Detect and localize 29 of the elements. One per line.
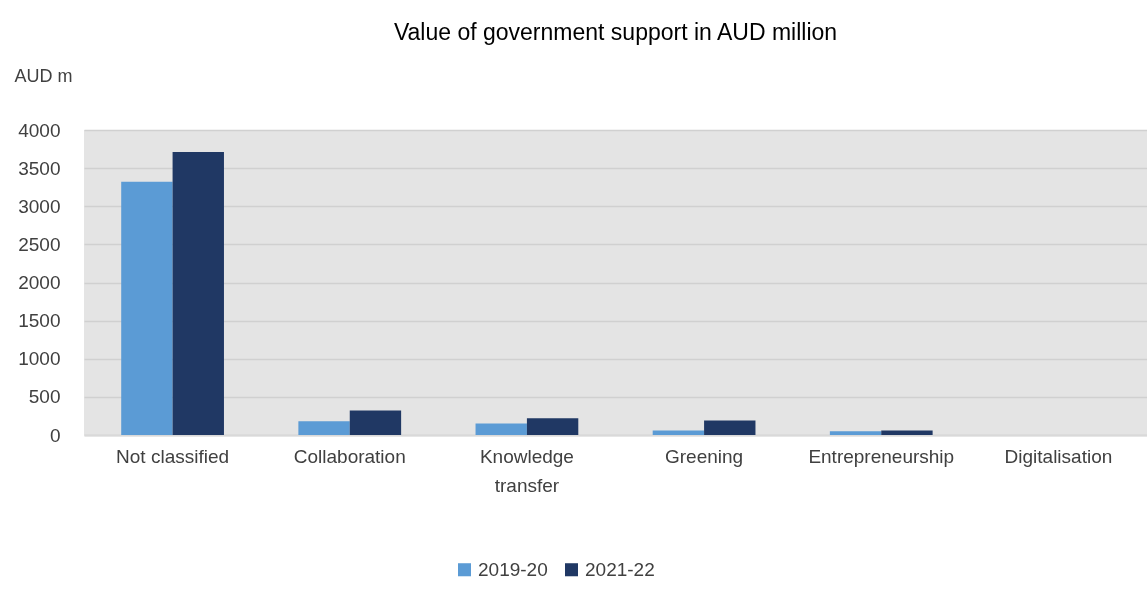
bar [881,430,933,435]
y-tick-label: 2500 [18,233,61,255]
y-tick-label: 1500 [18,310,61,332]
y-axis-title: AUD m [14,65,73,86]
chart-title: Value of government support in AUD million [393,19,838,45]
x-tick-label: Entrepreneurship [808,445,955,467]
y-tick-label: 500 [28,386,61,408]
y-tick-label: 0 [49,424,61,446]
bar [172,152,224,435]
bar [349,410,402,435]
x-tick-label: Knowledge transfer [479,445,574,496]
bar [298,421,350,435]
legend-label: 2019-20 [478,558,548,580]
bar [475,423,527,435]
x-tick-label: Collaboration [293,445,406,467]
bar [704,420,756,435]
y-tick-label: 3500 [18,157,61,179]
y-tick-label: 2000 [18,272,61,293]
bar [829,431,882,435]
x-tick-label: Greening [665,445,744,467]
legend-label: 2021-22 [585,558,655,580]
y-tick-label: 1000 [18,348,61,370]
bar [121,181,173,435]
bar [526,418,579,435]
bar [652,430,705,435]
y-tick-label: 3000 [18,195,61,217]
y-tick-label: 4000 [18,119,61,141]
x-tick-label: Digitalisation [1004,445,1113,467]
x-tick-label: Not classified [116,445,230,467]
